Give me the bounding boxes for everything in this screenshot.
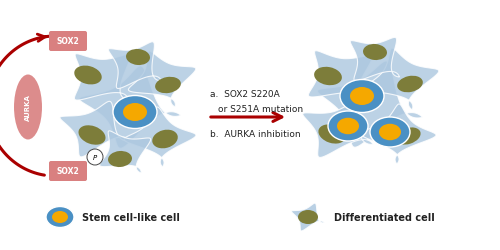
Text: a.  SOX2 S220A: a. SOX2 S220A <box>210 90 280 99</box>
Polygon shape <box>74 54 130 101</box>
Polygon shape <box>128 52 196 108</box>
Ellipse shape <box>337 118 359 135</box>
Ellipse shape <box>350 88 374 106</box>
Ellipse shape <box>14 75 42 140</box>
Ellipse shape <box>46 207 74 228</box>
Ellipse shape <box>152 130 178 149</box>
Polygon shape <box>108 42 162 89</box>
Text: AURKA: AURKA <box>25 94 31 121</box>
Ellipse shape <box>370 118 410 148</box>
Ellipse shape <box>396 128 420 145</box>
Polygon shape <box>303 102 373 158</box>
Ellipse shape <box>397 76 423 93</box>
Polygon shape <box>124 108 196 167</box>
Text: Differentiated cell: Differentiated cell <box>334 212 435 222</box>
Ellipse shape <box>155 78 181 94</box>
Polygon shape <box>292 203 324 231</box>
Ellipse shape <box>123 104 147 122</box>
Ellipse shape <box>314 68 342 86</box>
Ellipse shape <box>379 124 401 141</box>
Ellipse shape <box>108 151 132 167</box>
Text: SOX2: SOX2 <box>56 37 80 46</box>
Ellipse shape <box>113 96 157 129</box>
Ellipse shape <box>78 126 106 145</box>
Ellipse shape <box>74 66 102 85</box>
Text: b.  AURKA inhibition: b. AURKA inhibition <box>210 130 300 139</box>
Polygon shape <box>350 38 400 82</box>
Ellipse shape <box>363 45 387 61</box>
Ellipse shape <box>298 210 318 224</box>
Ellipse shape <box>126 50 150 66</box>
FancyBboxPatch shape <box>49 161 87 181</box>
Polygon shape <box>60 102 130 157</box>
Polygon shape <box>79 66 181 149</box>
Polygon shape <box>100 131 150 173</box>
Polygon shape <box>360 104 436 164</box>
Text: Stem cell-like cell: Stem cell-like cell <box>82 212 180 222</box>
Text: P: P <box>93 154 97 160</box>
Ellipse shape <box>340 80 384 113</box>
Ellipse shape <box>328 112 368 142</box>
Ellipse shape <box>318 125 345 144</box>
Text: SOX2: SOX2 <box>56 167 80 176</box>
Polygon shape <box>366 49 439 110</box>
Polygon shape <box>318 62 422 148</box>
Text: or S251A mutation: or S251A mutation <box>218 105 303 114</box>
Circle shape <box>87 150 103 165</box>
Polygon shape <box>308 52 372 102</box>
Ellipse shape <box>52 211 68 223</box>
FancyBboxPatch shape <box>49 32 87 52</box>
